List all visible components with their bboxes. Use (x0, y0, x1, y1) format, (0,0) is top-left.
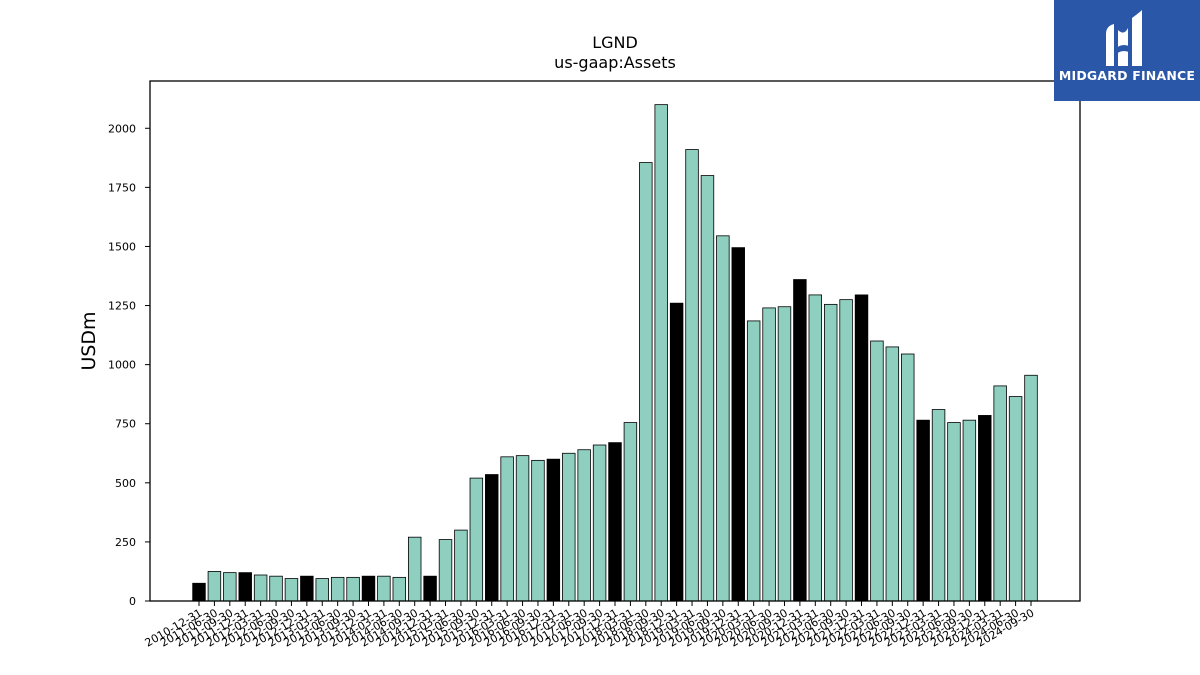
bar-2015-06-30 (454, 529, 468, 602)
bar-2022-03-31 (870, 340, 884, 602)
bar-2011-06-30 (207, 571, 222, 602)
y-axis-label: USDm (78, 311, 100, 370)
y-tick-label: 750 (115, 418, 136, 431)
bar-2018-09-30 (654, 104, 668, 602)
bar-2012-03-31 (253, 574, 268, 602)
x-axis-ticks: 2010-12-312011-06-302011-09-302011-12-31… (143, 601, 1037, 650)
bar-2011-09-30 (223, 572, 237, 602)
bar-2020-03-31 (746, 320, 761, 602)
plot-frame (149, 80, 1081, 602)
bar-2019-12-31 (731, 247, 745, 602)
bar-2021-06-30 (823, 303, 838, 602)
y-tick-label: 1000 (108, 359, 136, 372)
y-tick-label: 0 (129, 595, 136, 608)
bar-2013-12-31 (361, 575, 376, 602)
bar-2014-03-31 (377, 575, 391, 602)
bar-2023-03-31 (931, 409, 946, 602)
bar-2016-06-30 (515, 455, 530, 602)
bar-2013-06-30 (330, 576, 345, 602)
bar-2021-03-31 (808, 294, 823, 602)
bar-2015-12-31 (485, 474, 499, 602)
bar-2022-09-30 (901, 353, 915, 602)
bar-2020-09-30 (777, 306, 792, 602)
bar-2024-06-30 (1008, 396, 1023, 602)
bar-2024-03-31 (993, 385, 1007, 602)
bar-2017-09-30 (592, 444, 607, 602)
bar-2012-06-30 (269, 575, 283, 602)
bar-2011-12-31 (238, 572, 252, 602)
chart-subtitle: us-gaap:Assets (554, 53, 676, 72)
y-tick-label: 500 (115, 477, 136, 490)
logo-text: MIDGARD FINANCE (1058, 68, 1196, 83)
bar-2019-03-31 (685, 149, 699, 602)
y-tick-label: 250 (115, 536, 136, 549)
bar-2014-12-31 (423, 575, 437, 602)
bar-2015-03-31 (438, 539, 453, 602)
chart-title: LGND (592, 33, 638, 52)
y-tick-label: 1750 (108, 181, 136, 194)
bar-2018-03-31 (623, 422, 638, 602)
bar-2013-03-31 (315, 578, 329, 602)
y-tick-label: 1500 (108, 240, 136, 253)
bar-2016-03-31 (500, 456, 514, 602)
bar-2010-12-31 (192, 582, 206, 602)
midgard-finance-logo: MIDGARD FINANCE (1054, 0, 1200, 101)
bar-2023-06-30 (947, 422, 961, 602)
bar-2012-09-30 (284, 578, 299, 602)
bar-2023-09-30 (962, 419, 977, 602)
bar-2012-12-31 (300, 575, 314, 602)
bar-2017-03-31 (562, 452, 576, 602)
bar-2022-12-31 (916, 419, 930, 602)
y-axis-ticks: 0 250 500 750 1000 1250 1500 1750 2000 (108, 122, 150, 608)
bars-layer (192, 104, 1038, 602)
midgard-logo-icon (1106, 10, 1142, 66)
bar-2022-06-30 (885, 346, 900, 602)
bar-2018-12-31 (669, 302, 684, 602)
bar-2016-12-31 (546, 458, 561, 602)
bar-2020-12-31 (793, 279, 807, 602)
bar-2019-06-30 (700, 175, 715, 602)
bar-2018-06-30 (639, 162, 653, 602)
bar-2019-09-30 (716, 235, 730, 602)
bar-2014-09-30 (407, 536, 422, 602)
bar-2021-12-31 (854, 294, 869, 602)
bar-2020-06-30 (762, 307, 776, 602)
bar-2021-09-30 (839, 299, 853, 602)
y-tick-label: 2000 (108, 122, 136, 135)
bar-2016-09-30 (531, 459, 545, 602)
bar-2013-09-30 (346, 576, 360, 602)
bar-2024-09-30 (1024, 374, 1038, 602)
bar-2014-06-30 (392, 576, 407, 602)
bar-2015-09-30 (469, 477, 484, 602)
bar-2023-12-31 (978, 415, 992, 602)
bar-2017-06-30 (577, 449, 591, 602)
y-tick-label: 1250 (108, 300, 136, 313)
bar-2017-12-31 (608, 442, 622, 602)
